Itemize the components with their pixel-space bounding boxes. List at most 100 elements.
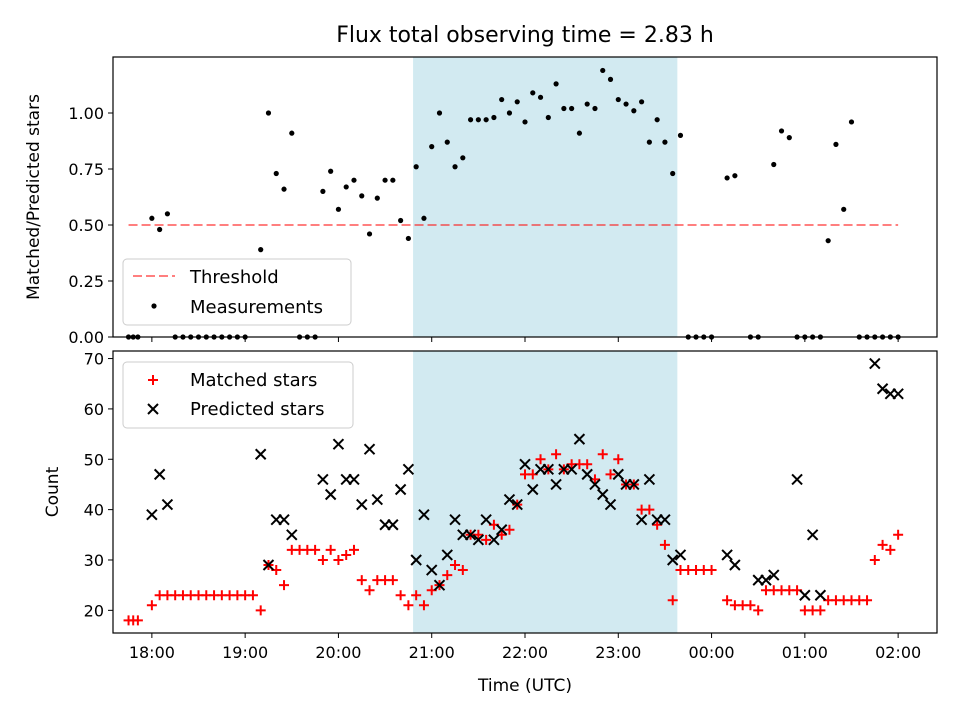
measurement-point [429, 144, 435, 150]
legend-measurements-label: Measurements [190, 297, 323, 318]
figure-title: Flux total observing time = 2.83 h [336, 23, 714, 48]
bottom-panel: 20 30 40 50 60 70 18:00 19:00 20:00 21:00 22:00 23:… [43, 350, 938, 696]
predicted-star-point [581, 468, 593, 481]
matched-star-point [418, 600, 429, 611]
predicted-star-point [612, 468, 624, 481]
matched-star-point [146, 600, 157, 611]
measurement-point [289, 130, 295, 136]
predicted-star-point [799, 589, 811, 601]
predicted-star-point [565, 463, 578, 476]
matched-star-point [364, 585, 375, 596]
legend-box [122, 361, 354, 429]
predicted-star-point [363, 443, 376, 455]
predicted-star-point [869, 357, 881, 370]
xtick-label: 23:00 [595, 643, 641, 662]
measurement-point [654, 117, 660, 123]
predicted-star-point [426, 564, 438, 576]
top-ytick-label: 0.50 [68, 216, 104, 235]
measurement-point [841, 206, 847, 212]
measurement-point [343, 184, 349, 190]
matched-star-point [442, 570, 453, 581]
measurement-point [514, 99, 520, 105]
matched-star-point [893, 529, 904, 540]
matched-star-point [706, 565, 717, 576]
matched-star-point [356, 575, 367, 586]
bottom-legend: Matched stars Predicted stars [122, 361, 354, 429]
predicted-star-point [604, 498, 617, 511]
measurement-point [522, 119, 528, 125]
xlabel: Time (UTC) [477, 676, 572, 696]
matched-star-point [504, 524, 515, 535]
predicted-star-point [666, 554, 679, 566]
measurement-point [149, 215, 155, 221]
predicted-star-point [441, 549, 453, 561]
predicted-star-point [278, 513, 290, 526]
predicted-star-point [542, 463, 555, 476]
measurement-point [825, 238, 831, 244]
measurement-point [460, 155, 466, 161]
measurement-point [786, 135, 792, 141]
matched-star-point [132, 615, 143, 626]
measurement-point [607, 76, 614, 82]
predicted-star-point [643, 473, 656, 486]
matched-star-point [341, 549, 352, 560]
predicted-star-point [371, 493, 384, 506]
matched-star-point [403, 600, 414, 611]
predicted-star-point [324, 488, 337, 501]
matched-star-point [317, 554, 328, 565]
matched-star-point [450, 560, 461, 571]
top-legend: Threshold Measurements [122, 258, 352, 326]
matched-star-point [862, 595, 873, 606]
measurement-point [273, 170, 279, 177]
measurement-point [506, 110, 513, 116]
measurement-point [623, 101, 629, 107]
predicted-star-point [519, 458, 531, 471]
bottom-ytick-label: 40 [84, 501, 104, 520]
predicted-star-point [410, 554, 422, 566]
top-highlight-span [413, 57, 678, 337]
measurement-point [569, 105, 575, 112]
measurement-point [600, 67, 606, 74]
measurement-point [413, 164, 419, 170]
matched-star-point [667, 595, 678, 606]
predicted-star-point [806, 529, 819, 541]
matched-star-point [481, 534, 492, 545]
matched-star-point [753, 605, 764, 616]
predicted-star-point [589, 478, 601, 491]
predicted-star-point [674, 549, 687, 561]
predicted-star-point [402, 463, 415, 476]
bottom-series-0 [123, 449, 904, 626]
predicted-star-point [628, 478, 640, 491]
predicted-star-point [729, 559, 741, 571]
matched-star-point [255, 605, 266, 616]
legend-matched-swatch [148, 375, 158, 385]
top-ytick-label: 0.75 [68, 160, 104, 179]
measurement-point [584, 101, 590, 107]
predicted-star-point [573, 433, 586, 445]
matched-star-point [869, 554, 880, 565]
bottom-highlight-span [413, 351, 678, 633]
predicted-star-point [356, 498, 368, 511]
matched-star-point [613, 454, 624, 465]
xtick-label: 22:00 [502, 643, 548, 662]
measurement-point [848, 119, 855, 125]
legend-predicted-swatch [147, 403, 159, 415]
matched-star-point [279, 580, 290, 591]
measurement-point [164, 211, 171, 217]
legend-measurements-swatch [151, 303, 157, 309]
measurement-point [359, 193, 365, 199]
matched-star-point [659, 539, 670, 550]
measurement-point [592, 105, 598, 112]
matched-star-point [605, 469, 616, 480]
measurement-point [561, 105, 567, 112]
measurement-point [778, 128, 785, 134]
predicted-star-point [597, 488, 609, 501]
predicted-star-point [418, 508, 430, 521]
legend-box [122, 258, 352, 326]
matched-star-point [473, 529, 484, 540]
predicted-star-point [449, 513, 461, 526]
matched-star-point [333, 554, 344, 565]
predicted-star-point [317, 473, 329, 486]
predicted-star-point [760, 574, 772, 586]
